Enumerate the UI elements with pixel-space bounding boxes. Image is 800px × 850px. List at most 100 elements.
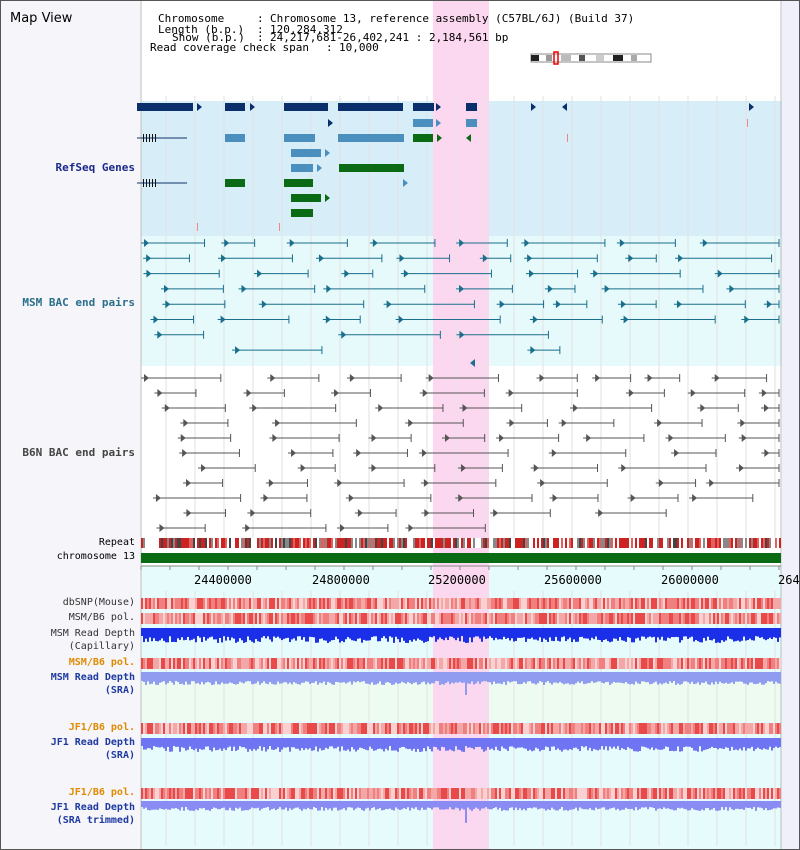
exon-mark (155, 179, 156, 187)
jf1-depth-trimmed-bar (457, 801, 459, 809)
msm-depth-capillary-bar (759, 628, 761, 638)
jf1-b6-pol-heat-2 (505, 788, 507, 799)
repeat-segment (779, 538, 781, 548)
msm-depth-sra-bar (647, 672, 649, 683)
jf1-b6-pol-heat (629, 723, 631, 734)
msm-depth-capillary-bar (235, 628, 237, 643)
msm-b6-pol-heat (491, 613, 493, 624)
dbsnp-heat (215, 598, 217, 609)
jf1-depth-trimmed-bar (723, 801, 725, 810)
msm-b6-pol-heat (751, 613, 753, 624)
dbsnp-heat (571, 598, 573, 609)
msm-depth-capillary-bar (331, 628, 333, 641)
dbsnp-heat (159, 598, 161, 609)
msm-b6-pol-heat-2 (367, 658, 369, 669)
msm-depth-sra-bar (265, 672, 267, 684)
repeat-segment (589, 538, 591, 548)
jf1-depth-trimmed-bar (439, 801, 441, 810)
msm-b6-pol-heat-2 (313, 658, 315, 669)
repeat-segment (207, 538, 209, 548)
msm-depth-capillary-bar (725, 628, 727, 641)
repeat-segment (715, 538, 717, 548)
jf1-b6-pol-heat-2 (759, 788, 761, 799)
msm-b6-pol-heat-2 (587, 658, 589, 669)
jf1-depth-trimmed-bar (179, 801, 181, 811)
jf1-depth-sra-bar (489, 738, 491, 750)
dbsnp-heat (239, 598, 241, 609)
msm-depth-sra-bar (537, 672, 539, 684)
msm-depth-capillary-bar (543, 628, 545, 639)
msm-b6-pol-heat (759, 613, 761, 624)
jf1-b6-pol-heat (233, 723, 235, 734)
jf1-depth-sra-bar (719, 738, 721, 749)
msm-read-depth-capillary-label: MSM Read Depth (50, 628, 135, 639)
jf1-b6-pol-heat (611, 723, 613, 734)
dbsnp-heat (743, 598, 745, 609)
dbsnp-heat (207, 598, 209, 609)
repeat-segment (419, 538, 421, 548)
jf1-b6-pol-heat-2 (723, 788, 725, 799)
jf1-depth-trimmed-bar (367, 801, 369, 808)
dbsnp-heat (357, 598, 359, 609)
jf1-b6-pol-heat (607, 723, 609, 734)
msm-depth-sra-bar (541, 672, 543, 683)
msm-depth-capillary-bar (625, 628, 627, 642)
msm-b6-pol-heat-2 (145, 658, 147, 669)
msm-depth-capillary-bar (409, 628, 411, 641)
jf1-depth-trimmed-bar (511, 801, 513, 808)
dbsnp-heat (253, 598, 255, 609)
dbsnp-heat (473, 598, 475, 609)
msm-b6-pol-heat-2 (571, 658, 573, 669)
dbsnp-heat (417, 598, 419, 609)
msm-b6-pol-heat (579, 613, 581, 624)
jf1-b6-pol-heat-2 (491, 788, 493, 799)
msm-b6-pol-heat-2 (243, 658, 245, 669)
msm-depth-sra-bar (745, 672, 747, 684)
msm-depth-capillary-bar (387, 628, 389, 642)
msm-depth-capillary-bar (359, 628, 361, 639)
repeat-segment (167, 538, 169, 548)
msm-b6-pol-heat-2 (603, 658, 605, 669)
jf1-b6-pol-heat-2 (511, 788, 513, 799)
msm-depth-capillary-bar (147, 628, 149, 642)
repeat-segment (343, 538, 345, 548)
msm-depth-capillary-bar (143, 628, 145, 643)
jf1-depth-sra-bar (693, 738, 695, 751)
msm-depth-sra-bar (263, 672, 265, 682)
msm-b6-pol-heat-2 (407, 658, 409, 669)
msm-depth-capillary-bar (291, 628, 293, 640)
msm-depth-capillary-bar (533, 628, 535, 640)
jf1-b6-pol-heat-2 (651, 788, 653, 799)
repeat-segment (183, 538, 185, 548)
msm-depth-sra-bar (369, 672, 371, 685)
jf1-b6-pol-heat (661, 723, 663, 734)
msm-depth-capillary-bar (619, 628, 621, 638)
jf1-depth-sra-bar (771, 738, 773, 751)
msm-depth-capillary-bar (627, 628, 629, 638)
msm-b6-pol-heat-2 (759, 658, 761, 669)
msm-depth-sra-bar (721, 672, 723, 684)
jf1-depth-trimmed-bar (415, 801, 417, 808)
repeat-segment (341, 538, 343, 548)
jf1-b6-pol-heat-2 (141, 788, 143, 799)
repeat-segment (625, 538, 627, 548)
msm-b6-pol-heat-2 (245, 658, 247, 669)
msm-depth-capillary-bar (407, 628, 409, 643)
jf1-depth-sra-bar (145, 738, 147, 750)
repeat-segment (337, 538, 339, 548)
repeat-segment (323, 538, 325, 548)
jf1-depth-trimmed-bar (737, 801, 739, 809)
repeat-segment (555, 538, 557, 548)
msm-depth-capillary-bar (451, 628, 453, 637)
repeat-segment (553, 538, 555, 548)
dbsnp-heat (623, 598, 625, 609)
dbsnp-heat (143, 598, 145, 609)
msm-depth-sra-bar (589, 672, 591, 683)
msm-depth-capillary-bar (335, 628, 337, 637)
repeat-segment (435, 538, 437, 548)
msm-depth-capillary-bar (453, 628, 455, 639)
msm-depth-sra-bar (197, 672, 199, 683)
jf1-b6-pol-heat (339, 723, 341, 734)
jf1-depth-trimmed-bar (435, 801, 437, 808)
